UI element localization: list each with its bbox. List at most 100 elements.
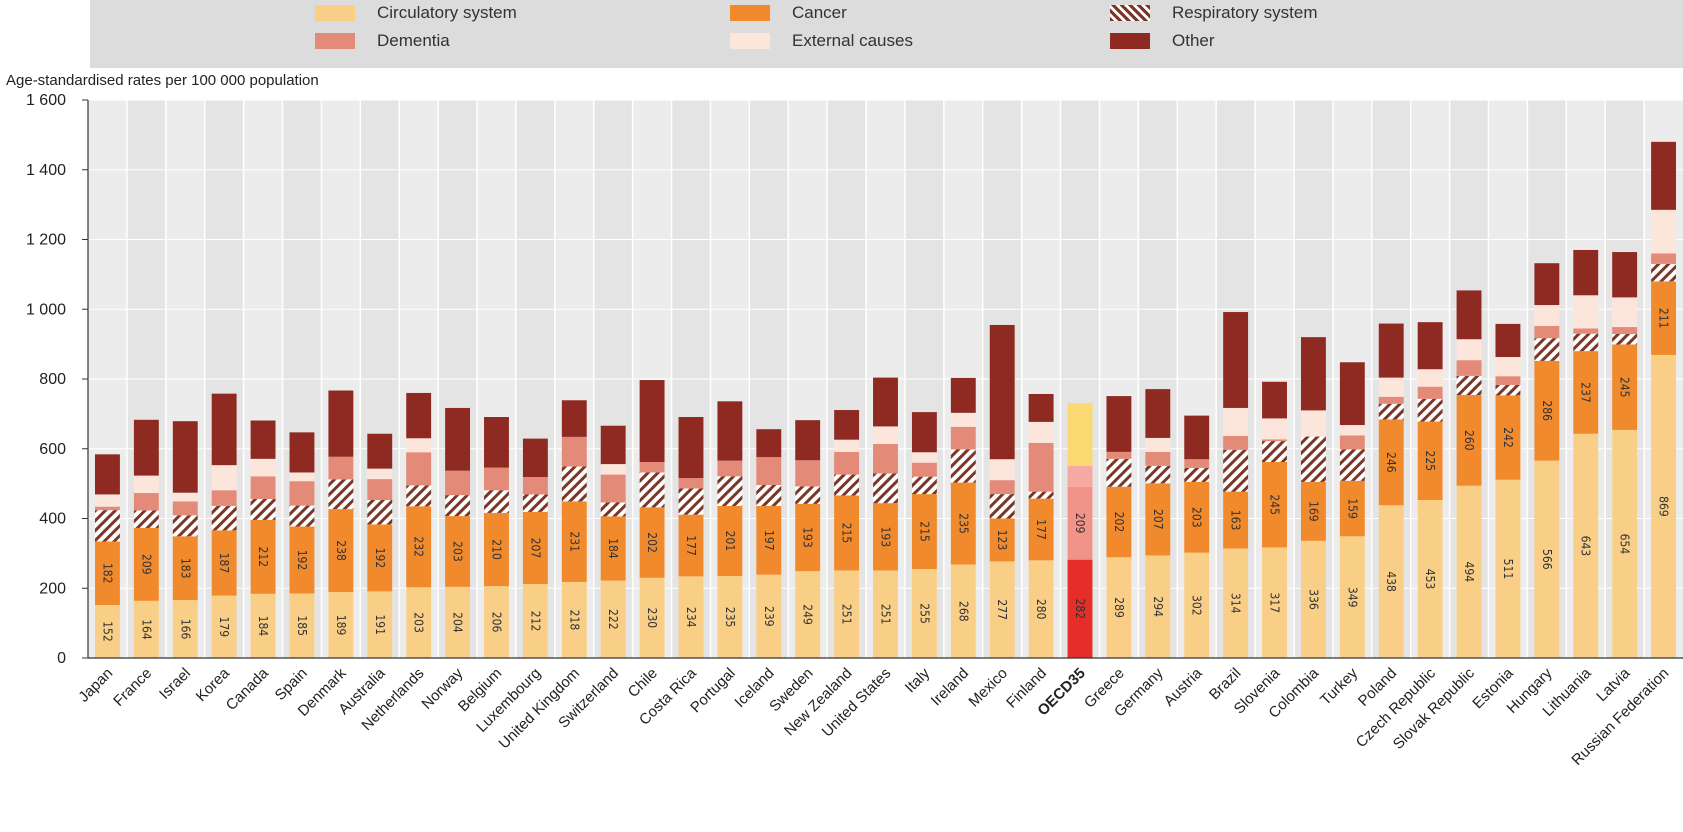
- legend-label-external-causes: External causes: [792, 31, 913, 50]
- bar-segment-respiratory-system: [795, 486, 821, 504]
- bar-segment-other: [289, 432, 315, 473]
- bar-segment-circulatory-system: [639, 577, 665, 658]
- data-label-circulatory-system: 185: [295, 615, 309, 636]
- data-label-cancer: 202: [645, 532, 659, 553]
- bar-segment-respiratory-system: [1184, 467, 1210, 482]
- bar-segment-dementia: [678, 478, 704, 489]
- bar-segment-cancer: [756, 505, 782, 575]
- bar-segment-circulatory-system: [250, 593, 276, 658]
- x-tick-label: France: [110, 665, 155, 710]
- bar-segment-cancer: [172, 536, 198, 601]
- bar-segment-circulatory-system: [1223, 548, 1249, 658]
- bar-segment-respiratory-system: [1378, 403, 1404, 420]
- bar-segment-external-causes: [1339, 425, 1365, 436]
- bar-segment-circulatory-system: [1300, 540, 1326, 658]
- data-label-circulatory-system: 511: [1501, 559, 1515, 580]
- data-label-cancer: 245: [1268, 494, 1282, 515]
- bar-segment-external-causes: [1495, 357, 1521, 377]
- data-label-cancer: 203: [1190, 507, 1204, 528]
- legend-label-respiratory-system: Respiratory system: [1172, 3, 1318, 22]
- bar-segment-other: [717, 401, 743, 461]
- bar-segment-respiratory-system: [678, 488, 704, 515]
- legend-label-circulatory-system: Circulatory system: [377, 3, 517, 22]
- bar-segment-dementia: [911, 462, 937, 477]
- bar-segment-circulatory-system: [289, 593, 315, 658]
- data-label-circulatory-system: 204: [451, 612, 465, 633]
- bar-segment-dementia: [133, 493, 159, 511]
- data-label-circulatory-system: 191: [373, 614, 387, 635]
- bar-segment-cancer: [1378, 419, 1404, 506]
- y-tick-label: 400: [39, 511, 66, 528]
- data-label-circulatory-system: 189: [334, 615, 348, 636]
- bar-segment-dementia: [211, 490, 237, 506]
- x-tick-label: Ireland: [928, 665, 972, 709]
- bar-segment-external-causes: [1417, 369, 1443, 387]
- bar-segment-dementia: [250, 476, 276, 499]
- data-label-cancer: 193: [801, 527, 815, 548]
- bar-segment-other: [989, 324, 1015, 460]
- data-label-circulatory-system: 314: [1229, 593, 1243, 614]
- bar-segment-respiratory-system: [172, 515, 198, 537]
- bar-segment-other: [367, 433, 393, 469]
- bar-segment-respiratory-system: [639, 472, 665, 508]
- bar-segment-dementia: [1417, 386, 1443, 399]
- bar-segment-dementia: [406, 452, 432, 486]
- x-tick-label: Japan: [75, 665, 116, 706]
- bar-segment-circulatory-system: [1028, 560, 1054, 658]
- bar-segment-cancer: [1417, 421, 1443, 501]
- bar-segment-dementia: [756, 457, 782, 486]
- data-label-cancer: 286: [1540, 400, 1554, 421]
- data-label-circulatory-system: 152: [100, 621, 114, 642]
- data-label-circulatory-system: 317: [1268, 592, 1282, 613]
- bar-segment-cancer: [834, 495, 860, 571]
- bar-segment-external-causes: [172, 492, 198, 502]
- y-tick-label: 1 400: [26, 162, 66, 179]
- bar-segment-dementia: [639, 462, 665, 473]
- y-tick-label: 1 200: [26, 232, 66, 249]
- x-tick-label: Israel: [156, 665, 194, 703]
- legend-label-dementia: Dementia: [377, 31, 450, 50]
- bar-segment-respiratory-system: [445, 495, 471, 517]
- bar-segment-cancer: [561, 501, 587, 582]
- data-label-cancer: 197: [762, 530, 776, 551]
- data-label-cancer: 209: [1073, 513, 1087, 534]
- data-label-cancer: 210: [489, 539, 503, 560]
- bar-segment-cancer: [795, 503, 821, 572]
- bar-segment-cancer: [1067, 486, 1093, 560]
- bar-segment-other: [1495, 323, 1521, 358]
- data-label-cancer: 193: [879, 527, 893, 548]
- bar-segment-circulatory-system: [522, 584, 548, 658]
- bar-segment-respiratory-system: [989, 494, 1015, 519]
- legend-item-circulatory-system: Circulatory system: [315, 3, 517, 23]
- legend-swatch-external-causes: [730, 33, 770, 49]
- bar-segment-dementia: [328, 456, 354, 480]
- bar-segment-cancer: [1262, 462, 1287, 548]
- bar-segment-other: [1339, 362, 1365, 426]
- bar-segment-respiratory-system: [873, 473, 898, 504]
- bar-segment-cancer: [522, 511, 548, 585]
- data-label-cancer: 242: [1501, 427, 1515, 448]
- bar-segment-cancer: [911, 494, 937, 570]
- legend-label-other: Other: [1172, 31, 1215, 50]
- bar-segment-respiratory-system: [289, 505, 315, 527]
- bar-segment-other: [484, 417, 509, 468]
- bar-segment-cancer: [1573, 351, 1599, 434]
- bar-segment-external-causes: [911, 452, 937, 463]
- data-label-cancer: 163: [1229, 510, 1243, 531]
- bar-segment-cancer: [1456, 395, 1482, 486]
- bar-segment-external-causes: [1534, 305, 1560, 326]
- data-label-cancer: 211: [1657, 308, 1671, 329]
- bar-segment-circulatory-system: [1417, 500, 1443, 658]
- bar-segment-respiratory-system: [211, 505, 237, 531]
- y-tick-label: 1 000: [26, 301, 66, 318]
- bar-segment-dementia: [1456, 360, 1482, 376]
- bar-segment-circulatory-system: [834, 570, 860, 658]
- bar-segment-dementia: [95, 506, 120, 511]
- bar-segment-respiratory-system: [911, 476, 937, 495]
- legend-item-other: Other: [1110, 31, 1215, 51]
- bar-segment-external-causes: [406, 438, 432, 453]
- data-label-circulatory-system: 230: [645, 608, 659, 629]
- bar-segment-circulatory-system: [95, 604, 120, 658]
- y-tick-label: 200: [39, 580, 66, 597]
